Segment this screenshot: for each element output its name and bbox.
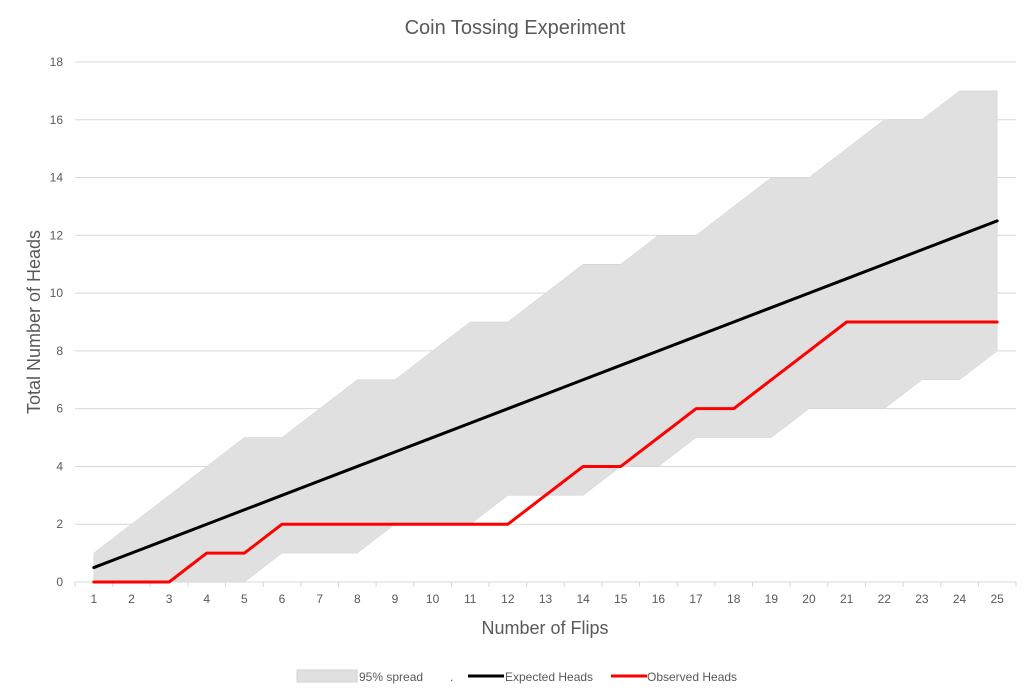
chart-title: Coin Tossing Experiment bbox=[405, 17, 626, 39]
x-tick-label: 16 bbox=[652, 592, 666, 606]
x-tick-label: 17 bbox=[689, 592, 703, 606]
x-tick-label: 14 bbox=[576, 592, 590, 606]
x-tick-label: 1 bbox=[90, 592, 97, 606]
legend-label-observed-heads: Observed Heads bbox=[647, 670, 737, 684]
x-tick-label: 13 bbox=[539, 592, 553, 606]
x-tick-label: 7 bbox=[316, 592, 323, 606]
y-tick-label: 14 bbox=[50, 171, 64, 185]
x-tick-label: 2 bbox=[128, 592, 135, 606]
x-tick-label: 23 bbox=[915, 592, 929, 606]
x-axis-ticks: 1 2 3 4 5 6 7 8 9 10 11 12 13 14 15 16 17 18 19 20 21 22 23 24 2… bbox=[74, 582, 1017, 606]
x-tick-label: 4 bbox=[203, 592, 210, 606]
y-tick-label: 10 bbox=[50, 286, 64, 300]
x-tick-label: 24 bbox=[953, 592, 967, 606]
y-axis-ticks: 0 2 4 6 8 10 12 14 16 18 bbox=[50, 55, 64, 589]
x-tick-label: 21 bbox=[840, 592, 854, 606]
y-tick-label: 6 bbox=[56, 402, 63, 416]
y-tick-label: 2 bbox=[56, 517, 63, 531]
x-tick-label: 6 bbox=[279, 592, 286, 606]
series-line-observed-heads bbox=[92, 320, 999, 584]
y-tick-label: 18 bbox=[50, 55, 64, 69]
x-tick-label: 5 bbox=[241, 592, 248, 606]
x-tick-label: 10 bbox=[426, 592, 440, 606]
series-line-expected-heads bbox=[92, 219, 999, 570]
x-axis-label: Number of Flips bbox=[481, 618, 608, 638]
x-tick-label: 9 bbox=[392, 592, 399, 606]
x-tick-label: 3 bbox=[166, 592, 173, 606]
legend-label-95-spread: 95% spread bbox=[359, 670, 423, 684]
y-tick-label: 8 bbox=[56, 344, 63, 358]
legend-label-expected-heads: Expected Heads bbox=[505, 670, 593, 684]
band-area-95-spread bbox=[93, 90, 998, 583]
x-tick-label: 15 bbox=[614, 592, 628, 606]
legend: 95% spread . Expected Heads Observed Hea… bbox=[296, 669, 737, 684]
y-axis-label: Total Number of Heads bbox=[24, 230, 44, 414]
y-tick-label: 4 bbox=[56, 459, 63, 473]
legend-swatch-95-spread bbox=[296, 669, 358, 683]
x-tick-label: 12 bbox=[501, 592, 515, 606]
series-layer bbox=[92, 219, 999, 584]
x-tick-label: 8 bbox=[354, 592, 361, 606]
x-tick-label: 19 bbox=[765, 592, 779, 606]
legend-separator: . bbox=[450, 670, 453, 684]
x-tick-label: 22 bbox=[878, 592, 892, 606]
y-tick-label: 16 bbox=[50, 113, 64, 127]
x-tick-label: 18 bbox=[727, 592, 741, 606]
x-tick-label: 20 bbox=[802, 592, 816, 606]
y-tick-label: 0 bbox=[56, 575, 63, 589]
y-tick-label: 12 bbox=[50, 228, 64, 242]
x-tick-label: 25 bbox=[991, 592, 1005, 606]
x-tick-label: 11 bbox=[464, 592, 477, 606]
